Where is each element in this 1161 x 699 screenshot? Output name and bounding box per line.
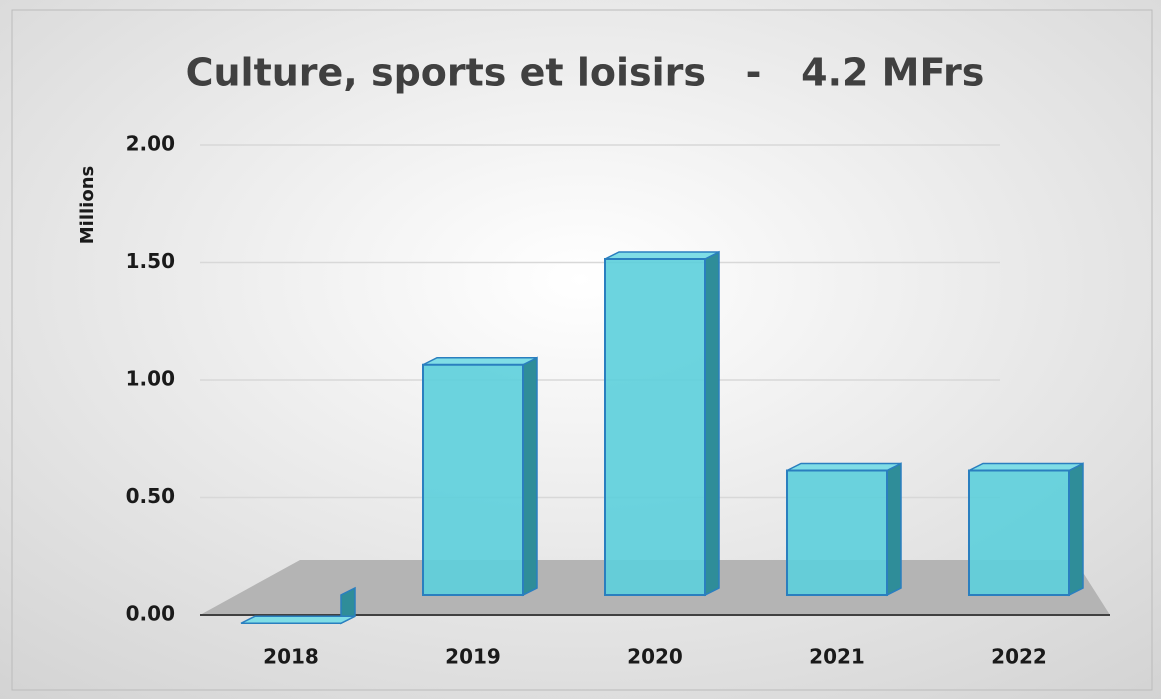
chart-title: Culture, sports et loisirs - 4.2 MFrs bbox=[186, 51, 985, 95]
y-tick-label: 0.00 bbox=[126, 602, 175, 626]
bar bbox=[240, 586, 356, 625]
bar-side bbox=[704, 250, 720, 597]
x-tick-label: 2021 bbox=[809, 645, 865, 669]
frame bbox=[11, 9, 1153, 691]
x-tick-label: 2022 bbox=[991, 645, 1047, 669]
y-tick-label: 2.00 bbox=[126, 132, 175, 156]
bar bbox=[604, 250, 720, 597]
bar-front bbox=[786, 469, 888, 596]
bar-top bbox=[968, 462, 1084, 472]
bar bbox=[968, 462, 1084, 597]
bar bbox=[786, 462, 902, 597]
y-axis-label: Millions bbox=[77, 166, 98, 245]
bar-front bbox=[968, 469, 1070, 596]
bar-side bbox=[886, 462, 902, 597]
bar-side bbox=[1068, 462, 1084, 597]
y-tick-label: 1.00 bbox=[126, 367, 175, 391]
bar-top bbox=[422, 357, 538, 366]
bar-front bbox=[604, 258, 706, 596]
y-tick-label: 0.50 bbox=[126, 484, 175, 508]
y-tick-label: 1.50 bbox=[126, 249, 175, 273]
bar-front bbox=[422, 363, 524, 596]
bar-top bbox=[240, 615, 356, 624]
x-tick-label: 2018 bbox=[263, 645, 319, 669]
bar-side bbox=[522, 356, 538, 597]
bar-top bbox=[604, 251, 720, 260]
x-tick-label: 2019 bbox=[445, 645, 501, 669]
bar bbox=[422, 356, 538, 597]
bar-top bbox=[786, 462, 902, 472]
x-tick-label: 2020 bbox=[627, 645, 683, 669]
